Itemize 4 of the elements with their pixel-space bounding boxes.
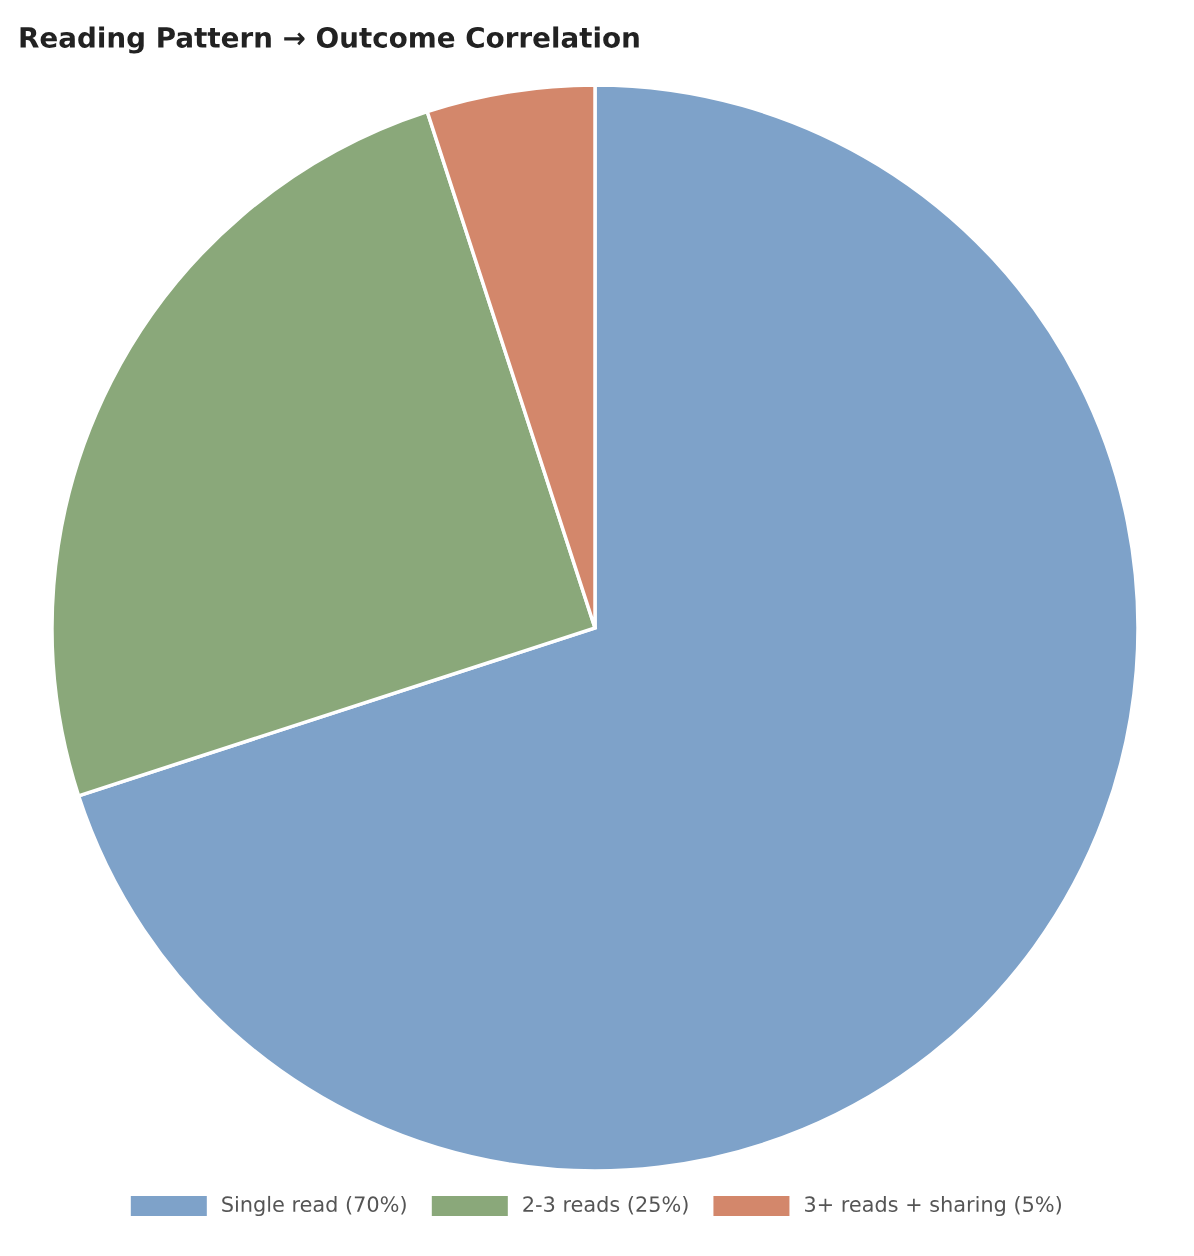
- legend-label: 3+ reads + sharing (5%): [805, 1195, 1061, 1217]
- chart-title: Reading Pattern → Outcome Correlation: [20, 26, 639, 54]
- slice-label: Single read (70%): [222, 1195, 406, 1217]
- legend-label: 2-3 reads (25%): [523, 1195, 688, 1215]
